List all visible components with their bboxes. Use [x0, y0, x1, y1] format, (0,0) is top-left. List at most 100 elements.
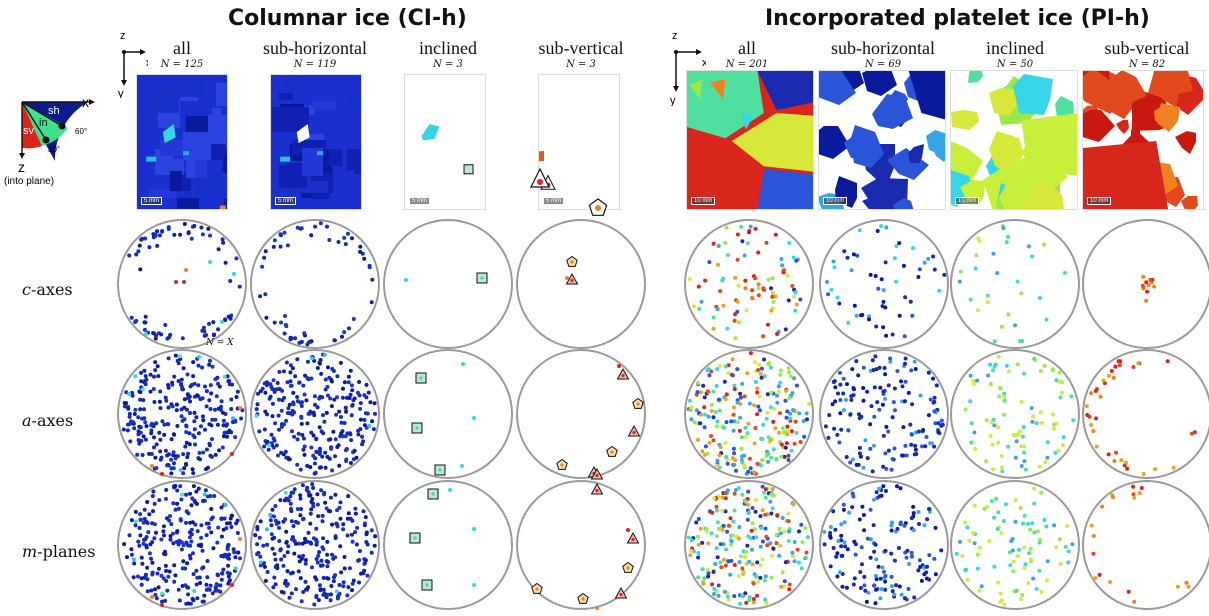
data-point	[965, 577, 970, 582]
data-point	[696, 517, 701, 521]
data-point	[766, 322, 770, 327]
data-point	[714, 463, 719, 468]
data-point	[1152, 284, 1157, 289]
data-point	[778, 372, 783, 377]
data-point	[226, 563, 231, 568]
data-point	[220, 445, 225, 450]
svg-text:x: x	[146, 57, 148, 69]
data-point	[311, 433, 316, 438]
data-point	[216, 573, 220, 578]
data-point	[727, 523, 731, 528]
data-point	[1131, 365, 1136, 369]
data-point	[438, 468, 442, 472]
data-point	[1036, 529, 1040, 534]
data-point	[279, 557, 284, 562]
data-point	[694, 520, 699, 525]
data-point	[324, 410, 329, 415]
data-point	[911, 528, 916, 533]
data-point	[758, 563, 763, 568]
data-point	[320, 545, 325, 550]
data-point	[142, 416, 147, 421]
data-point	[132, 412, 137, 416]
data-point	[1010, 548, 1015, 553]
data-point	[963, 407, 968, 412]
key-z-label: z	[18, 159, 25, 175]
data-point	[761, 286, 766, 291]
data-point	[884, 225, 889, 230]
data-point	[912, 359, 917, 364]
data-point	[746, 511, 751, 516]
data-point	[134, 318, 139, 323]
data-point	[328, 437, 333, 442]
data-point	[763, 574, 768, 579]
data-point	[299, 226, 304, 231]
data-point	[142, 407, 146, 412]
data-point	[972, 503, 977, 508]
data-point	[229, 397, 234, 402]
data-point	[878, 576, 883, 581]
data-point	[203, 427, 207, 432]
data-point	[350, 236, 354, 241]
data-point	[277, 525, 281, 530]
data-point	[203, 488, 208, 493]
data-point	[864, 599, 869, 604]
data-point	[260, 386, 265, 391]
data-point	[300, 433, 305, 437]
data-point	[163, 563, 168, 568]
data-point	[766, 277, 771, 282]
data-point	[162, 432, 167, 437]
data-point	[1028, 527, 1033, 532]
data-point	[283, 314, 287, 318]
data-point	[714, 546, 719, 551]
data-point	[201, 599, 206, 604]
data-point	[926, 413, 931, 418]
data-point	[219, 517, 224, 521]
data-point	[159, 573, 164, 578]
data-point	[320, 513, 325, 518]
data-point	[235, 531, 240, 535]
data-point	[736, 574, 741, 579]
data-point	[782, 454, 787, 459]
data-point	[319, 488, 324, 493]
data-point	[721, 303, 726, 308]
data-point	[198, 581, 203, 585]
data-point	[882, 569, 886, 574]
data-point	[892, 446, 897, 451]
data-point	[296, 431, 301, 436]
data-point	[139, 555, 144, 560]
data-point	[786, 366, 791, 371]
data-point	[144, 424, 149, 429]
data-point	[873, 542, 878, 547]
data-point	[165, 588, 170, 593]
data-point	[299, 507, 303, 511]
data-point	[917, 522, 921, 526]
data-point	[337, 591, 342, 596]
data-point	[268, 512, 273, 517]
data-point	[1034, 586, 1039, 591]
data-point	[178, 357, 183, 361]
data-point	[352, 448, 357, 453]
data-point	[189, 383, 194, 387]
data-point	[902, 523, 907, 528]
data-point	[334, 412, 339, 417]
data-point	[686, 535, 691, 540]
data-point	[229, 407, 234, 411]
data-point	[802, 434, 807, 439]
data-point	[143, 314, 148, 319]
data-point	[174, 280, 178, 284]
data-point	[854, 313, 859, 318]
data-point	[1000, 469, 1005, 474]
data-point	[711, 389, 716, 394]
data-point	[715, 367, 719, 372]
data-point	[191, 360, 196, 365]
data-point	[322, 419, 327, 424]
data-point	[749, 528, 754, 533]
data-point	[342, 555, 347, 559]
group-title-columnar: Columnar ice (CI-h)	[228, 6, 467, 31]
data-point	[367, 424, 372, 428]
data-point	[977, 588, 982, 593]
data-point	[200, 548, 205, 553]
data-point	[359, 571, 363, 576]
data-point	[237, 284, 242, 289]
